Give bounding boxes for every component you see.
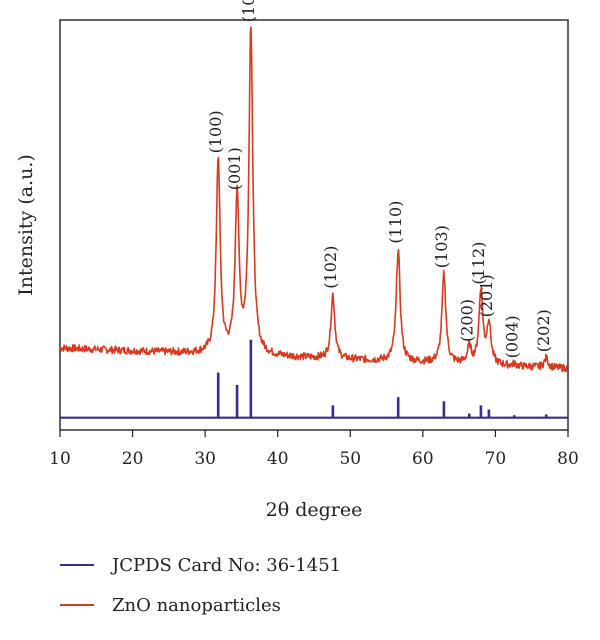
zno-pattern-line — [59, 26, 569, 373]
peak-label: (202) — [534, 309, 553, 352]
legend-item-jcpds: JCPDS Card No: 36-1451 — [60, 550, 580, 580]
x-tick-label: 40 — [267, 449, 289, 469]
x-tick-label: 60 — [412, 449, 434, 469]
legend-label-jcpds: JCPDS Card No: 36-1451 — [112, 554, 342, 576]
peak-label: (001) — [225, 147, 244, 190]
peak-label: (112) — [469, 242, 488, 285]
x-tick-label: 30 — [194, 449, 216, 469]
legend-label-zno: ZnO nanoparticles — [112, 594, 281, 616]
xrd-chart: 10 20 30 40 50 60 70 80 (100)(001) (101) (102) (110… — [15, 0, 579, 521]
peak-label: (110) — [386, 201, 405, 244]
peak-label: (100) — [206, 110, 225, 153]
legend-item-zno: ZnO nanoparticles — [60, 590, 580, 620]
plot-frame — [59, 19, 569, 431]
peak-label: (201) — [477, 274, 496, 317]
y-axis-label: Intensity (a.u.) — [15, 154, 37, 296]
x-tick-label: 50 — [339, 449, 361, 469]
x-tick-label: 10 — [49, 449, 71, 469]
peak-label: (103) — [432, 225, 451, 268]
x-axis-label: 2θ degree — [266, 499, 363, 521]
legend-swatch-zno — [60, 604, 94, 606]
legend-swatch-jcpds — [60, 564, 94, 566]
peak-label: (101) — [239, 0, 258, 22]
x-tick-label: 70 — [485, 449, 507, 469]
x-tick-label: 80 — [557, 449, 579, 469]
peak-label: (004) — [502, 315, 521, 358]
peak-label: (102) — [321, 246, 340, 289]
peak-label: (200) — [457, 299, 476, 342]
x-tick-label: 20 — [122, 449, 144, 469]
